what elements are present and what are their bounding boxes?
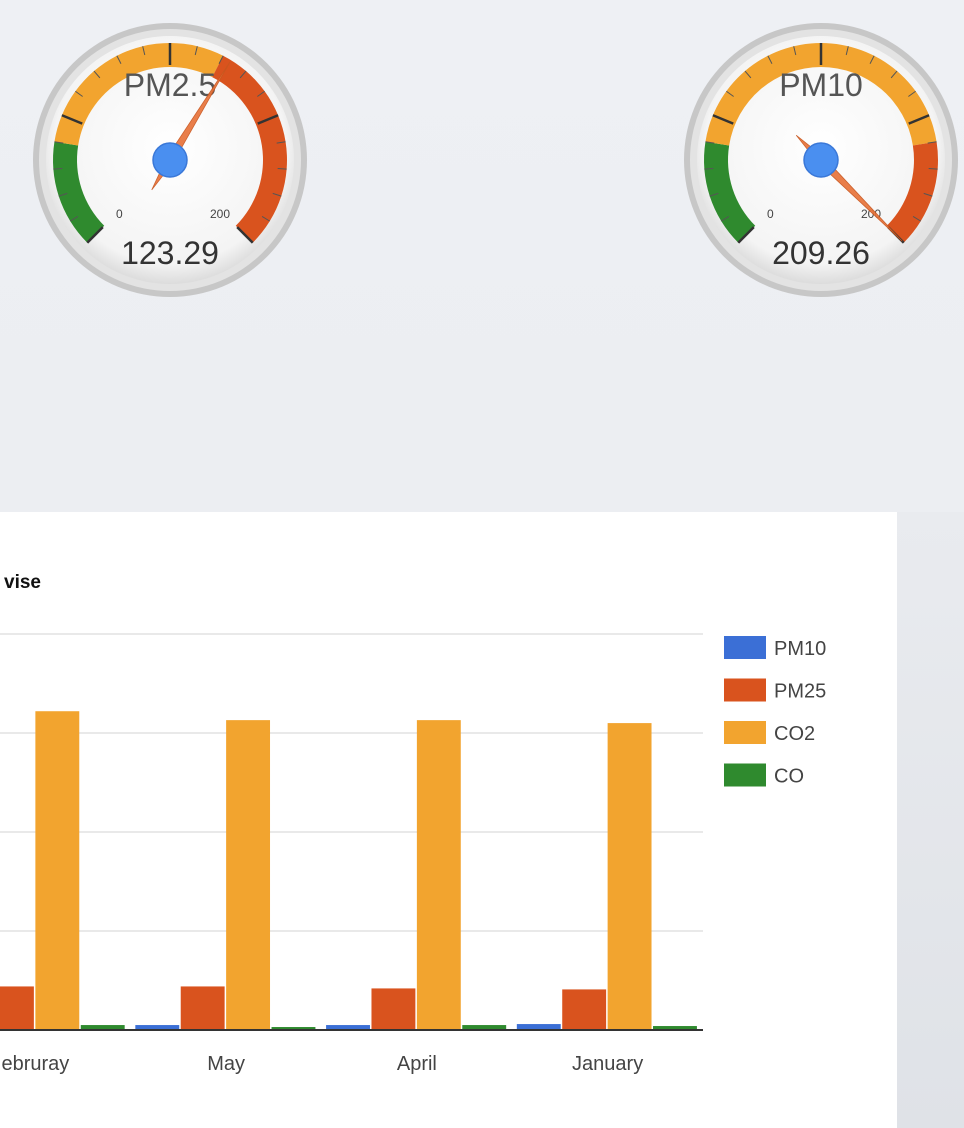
gauge-minor-tick	[912, 216, 922, 222]
bar-co-1	[271, 1027, 316, 1030]
gauge-title: PM2.5	[124, 67, 216, 103]
gauge-band-2	[212, 55, 288, 243]
legend-swatch-co	[724, 763, 766, 787]
gauge-minor-tick	[75, 90, 83, 97]
gauge-minor-tick	[928, 167, 938, 170]
pm25-gauge: PM2.5 0 200 123.29	[30, 0, 310, 330]
pm10-gauge: PM10 0 200 209.26	[681, 0, 961, 330]
gauge-minor-tick	[142, 46, 146, 56]
gauge-minor-tick	[890, 70, 898, 79]
gauge-min-label: 0	[767, 207, 774, 221]
gauge-major-tick	[61, 114, 83, 125]
gauge-minor-tick	[54, 141, 64, 144]
bar-co2-3	[607, 723, 652, 1030]
gauge-minor-tick	[908, 90, 916, 97]
x-tick-label: April	[397, 1053, 437, 1075]
x-tick-label: January	[572, 1053, 643, 1075]
gauge-minor-tick	[705, 141, 715, 144]
gauge-minor-tick	[261, 216, 271, 222]
gauge-minor-tick	[116, 55, 122, 64]
gauge-minor-tick	[69, 216, 79, 222]
legend-swatch-pm10	[724, 636, 766, 659]
gauge-minor-tick	[704, 167, 714, 170]
gauge-minor-tick	[239, 70, 247, 79]
legend-label-pm10: PM10	[774, 638, 826, 660]
gauge-hub	[152, 142, 188, 178]
gauge-minor-tick	[277, 167, 287, 170]
gauge-band-1	[54, 42, 224, 146]
x-tick-label: May	[207, 1053, 245, 1075]
gauge-minor-tick	[272, 192, 282, 197]
bar-co-2	[462, 1025, 507, 1030]
bar-co-0	[80, 1025, 125, 1030]
bar-chart: vise ebruray May April January PM10 PM25 CO2 CO	[0, 572, 826, 1075]
bar-pm25-1	[180, 986, 225, 1030]
gauge-minor-tick	[257, 90, 265, 97]
bar-pm10-1	[135, 1025, 180, 1030]
gauge-band-1	[705, 42, 937, 146]
bar-pm25-3	[562, 989, 607, 1030]
bar-pm10-2	[326, 1025, 370, 1030]
gauge-major-tick	[737, 226, 755, 244]
gauge-minor-tick	[218, 55, 224, 64]
gauge-band-0	[53, 141, 105, 243]
gauge-minor-tick	[767, 55, 773, 64]
gauge-max-label: 200	[210, 207, 230, 221]
monthly-bar-chart-panel: vise ebruray May April January PM10 PM25 CO2 CO	[0, 512, 897, 1128]
gauge-minor-tick	[869, 55, 875, 64]
bar-pm25-0	[0, 986, 34, 1030]
bar-co2-1	[226, 720, 271, 1030]
page-edge	[897, 512, 964, 1128]
gauge-minor-tick	[276, 141, 286, 144]
bar-co2-2	[416, 720, 461, 1030]
bar-pm10-3	[516, 1024, 561, 1030]
legend-label-co: CO	[774, 766, 804, 788]
legend-swatch-pm25	[724, 678, 766, 702]
bar-pm25-2	[371, 988, 416, 1030]
gauge-minor-tick	[53, 167, 63, 170]
gauge-minor-tick	[58, 192, 68, 197]
x-tick-label: ebruray	[1, 1053, 69, 1075]
gauge-minor-tick	[709, 192, 719, 197]
gauge-minor-tick	[194, 46, 198, 56]
gauge-major-tick	[86, 226, 104, 244]
gauge-minor-tick	[793, 46, 797, 56]
gauge-major-tick	[908, 114, 930, 125]
pm25-gauge-svg: PM2.5 0 200 123.29	[33, 23, 307, 297]
chart-title: vise	[4, 572, 41, 593]
gauge-minor-tick	[845, 46, 849, 56]
gauge-hub	[803, 142, 839, 178]
gauge-minor-tick	[726, 90, 734, 97]
gauge-major-tick	[236, 226, 254, 244]
gauge-min-label: 0	[116, 207, 123, 221]
bar-co2-0	[35, 711, 80, 1030]
gauge-value: 209.26	[772, 235, 870, 271]
bar-co-3	[653, 1026, 697, 1030]
gauge-band-2	[886, 141, 938, 243]
gauge-value: 123.29	[121, 235, 219, 271]
gauge-major-tick	[712, 114, 734, 125]
gauge-band-0	[704, 141, 756, 243]
legend-label-co2: CO2	[774, 723, 815, 745]
gauge-title: PM10	[779, 67, 863, 103]
legend-label-pm25: PM25	[774, 681, 826, 703]
gauge-minor-tick	[93, 70, 101, 79]
gauge-minor-tick	[744, 70, 752, 79]
gauge-minor-tick	[927, 141, 937, 144]
gauge-minor-tick	[923, 192, 933, 197]
legend-swatch-co2	[724, 721, 766, 744]
gauge-major-tick	[257, 114, 279, 125]
gauge-minor-tick	[720, 216, 730, 222]
